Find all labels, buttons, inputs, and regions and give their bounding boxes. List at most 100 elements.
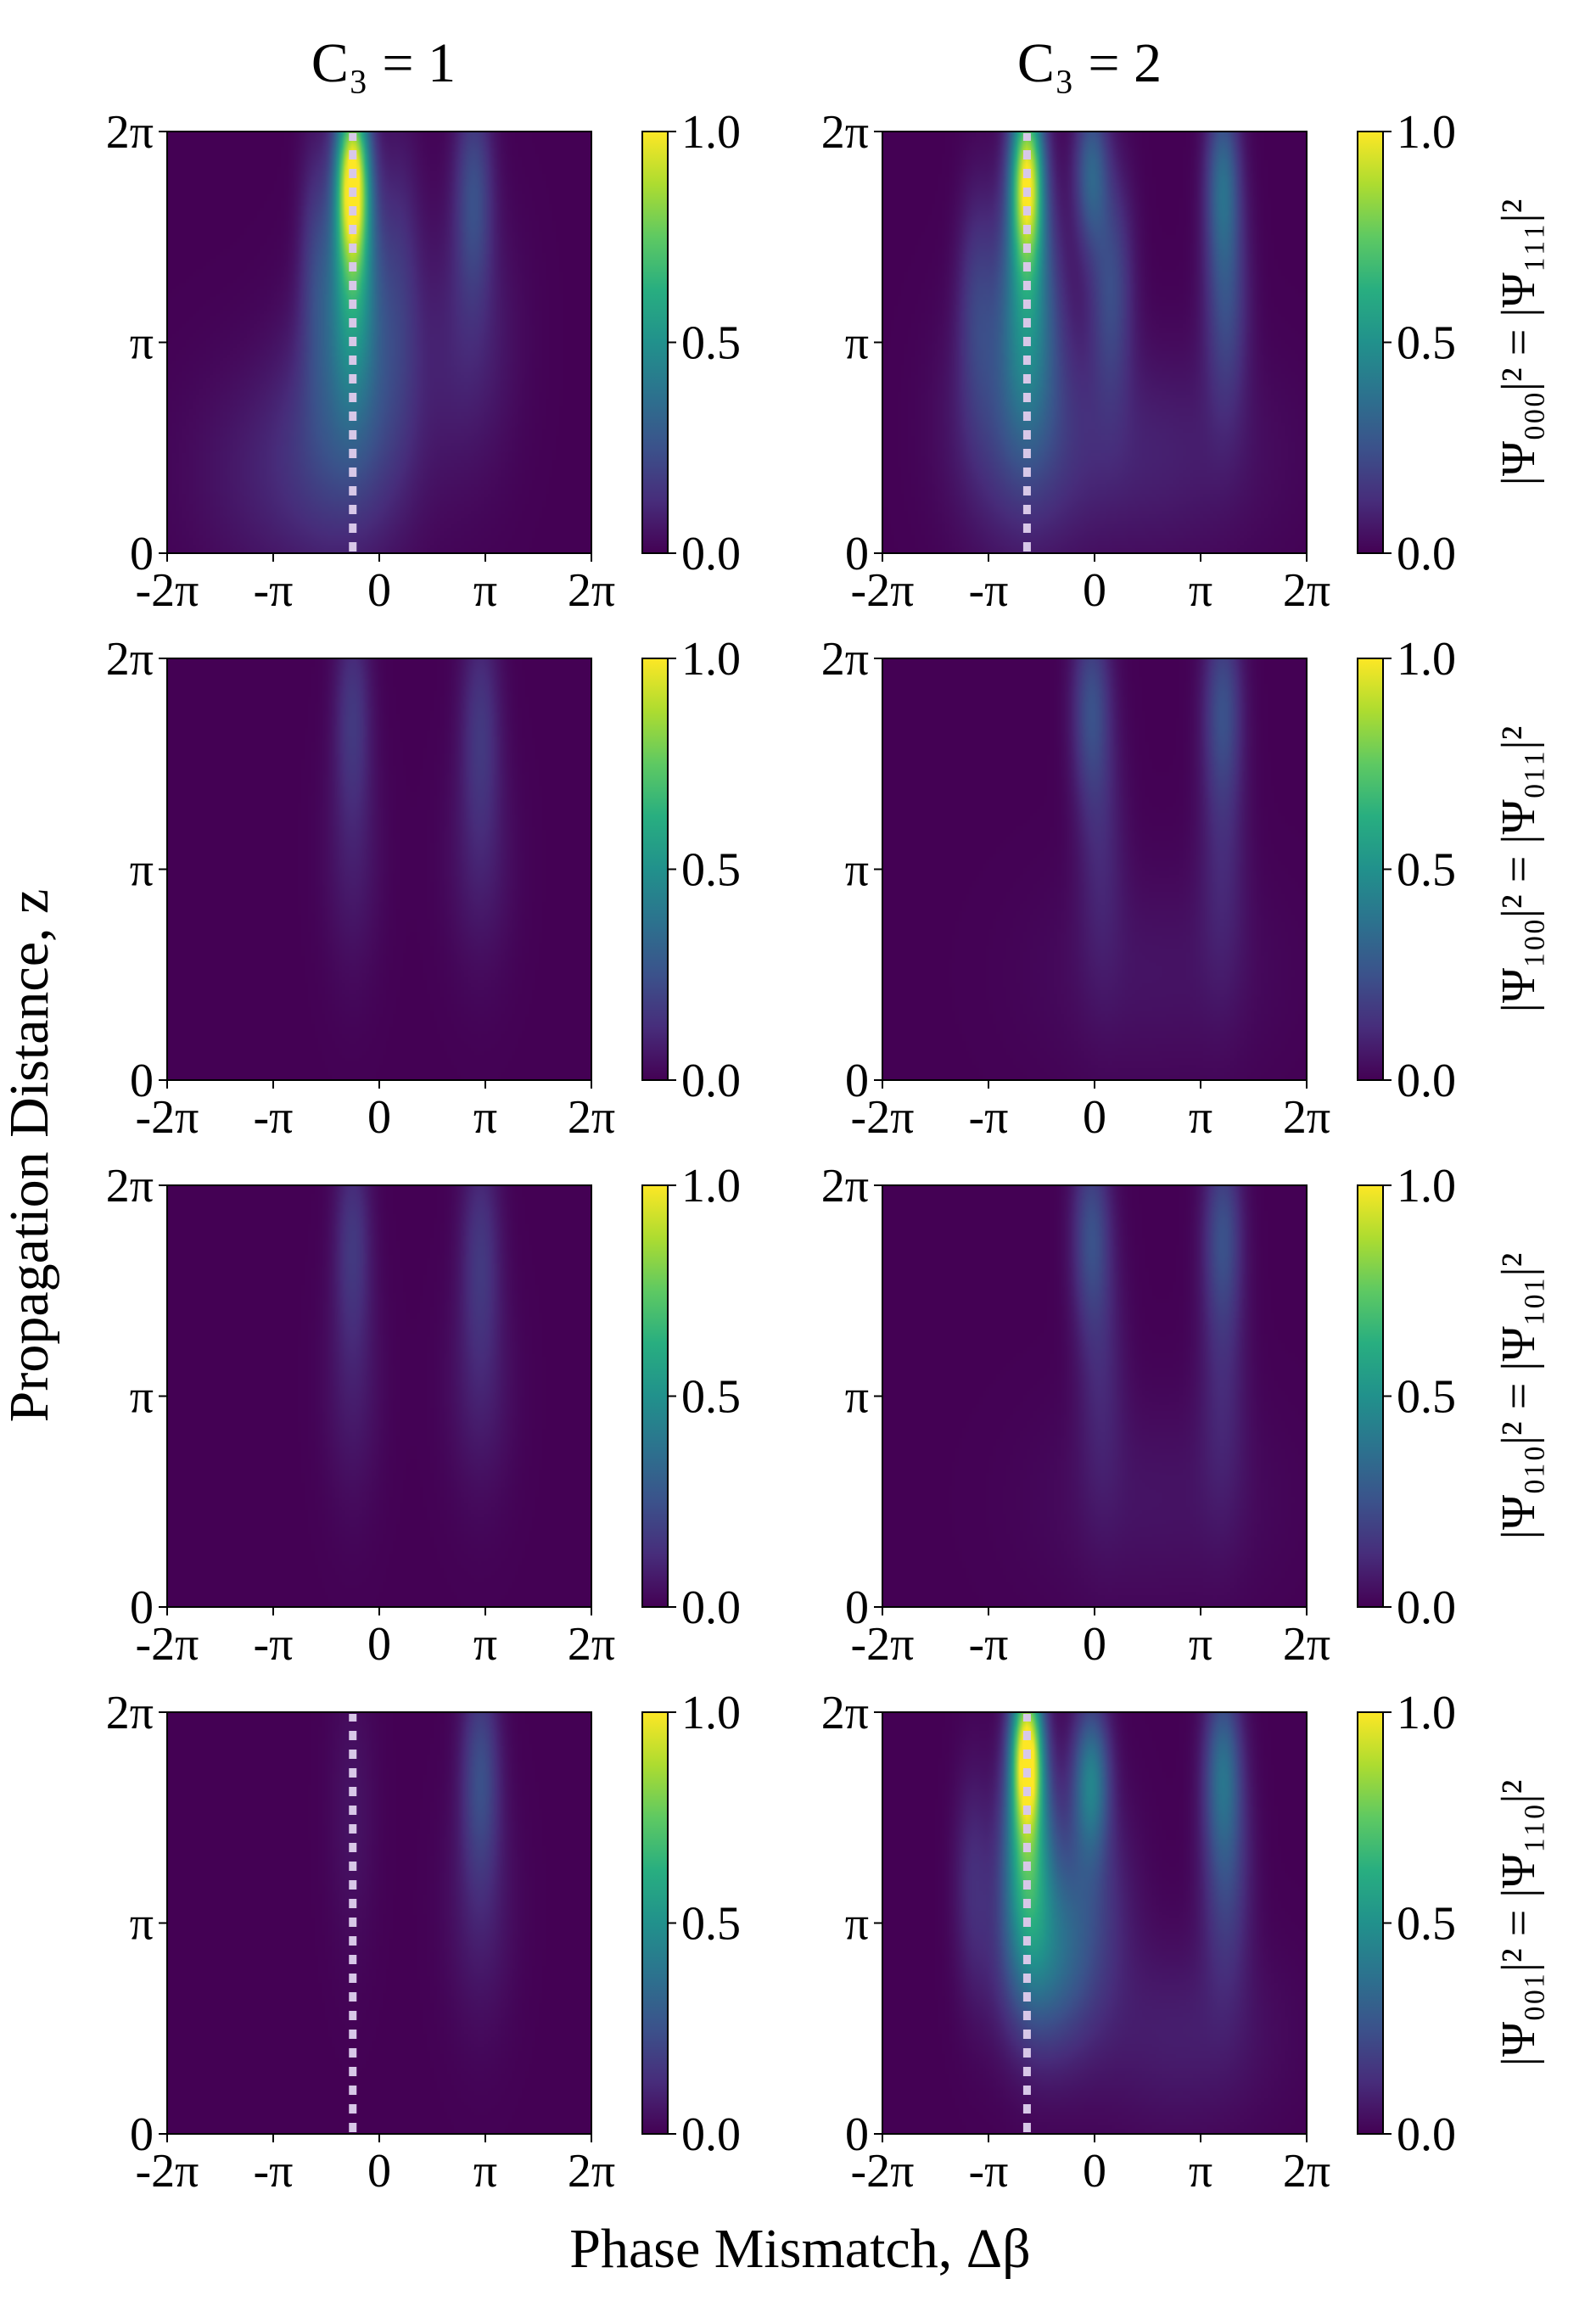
x-tick-label-r2c1-4: 2π: [1283, 1618, 1330, 1671]
colorbar-tick-label-r1c0-1: 0.5: [681, 844, 741, 897]
heatmap-panel-r2c1: -2π -π 0 π 2π 0 π 2π 0.0 0.5 1.0: [821, 1160, 1456, 1671]
x-tick-label-r2c0-2: 0: [367, 1618, 391, 1671]
y-tick-label-r2c1-1: π: [845, 1371, 869, 1424]
colorbar-tick-label-r0c1-1: 0.5: [1397, 317, 1456, 370]
x-tick-label-r1c1-4: 2π: [1283, 1091, 1330, 1144]
y-tick-label-r0c0-0: 0: [130, 528, 154, 580]
heatmap-panel-r3c0: -2π -π 0 π 2π 0 π 2π 0.0 0.5 1.0: [106, 1687, 741, 2198]
x-tick-label-r1c1-2: 0: [1083, 1091, 1106, 1144]
x-tick-label-r3c1-0: -2π: [851, 2145, 915, 2198]
y-tick-label-r1c0-1: π: [130, 844, 154, 897]
y-tick-label-r1c1-1: π: [845, 844, 869, 897]
x-tick-label-r1c0-3: π: [473, 1091, 497, 1144]
x-tick-label-r2c1-3: π: [1189, 1618, 1212, 1671]
y-tick-label-r2c1-2: 2π: [821, 1160, 869, 1212]
x-tick-label-r2c0-4: 2π: [568, 1618, 615, 1671]
x-tick-label-r0c1-2: 0: [1083, 564, 1106, 617]
y-tick-label-r0c1-2: 2π: [821, 106, 869, 159]
colorbar-tick-label-r2c1-2: 1.0: [1397, 1160, 1456, 1212]
colorbar-tick-label-r1c0-2: 1.0: [681, 633, 741, 686]
colorbar-r3c1: [1357, 1711, 1384, 2135]
x-tick-label-r3c0-1: -π: [254, 2145, 294, 2198]
panel-group: -2π -π 0 π 2π 0 π 2π 0.0 0.5 1.0 -2π -π 0 π 2π 0 π 2π 0.0 0.…: [106, 106, 1545, 2198]
x-tick-label-r1c0-1: -π: [254, 1091, 294, 1144]
colorbar-r2c0: [641, 1184, 669, 1608]
x-tick-label-r3c1-4: 2π: [1283, 2145, 1330, 2198]
x-tick-label-r3c1-3: π: [1189, 2145, 1212, 2198]
x-tick-label-r0c1-4: 2π: [1283, 564, 1330, 617]
colorbar-tick-label-r1c0-0: 0.0: [681, 1055, 741, 1107]
x-tick-label-r2c0-3: π: [473, 1618, 497, 1671]
colorbar-r2c1: [1357, 1184, 1384, 1608]
colorbar-label-row-3: |Ψ₀₀₁|² = |Ψ₁₁₀|²: [1492, 1780, 1545, 2067]
colorbar-tick-label-r2c0-2: 1.0: [681, 1160, 741, 1212]
colorbar-tick-label-r0c1-2: 1.0: [1397, 106, 1456, 159]
heatmap-panel-r0c1: -2π -π 0 π 2π 0 π 2π 0.0 0.5 1.0: [821, 106, 1456, 617]
colorbar-tick-label-r2c0-0: 0.0: [681, 1582, 741, 1634]
colorbar-tick-label-r3c0-1: 0.5: [681, 1898, 741, 1951]
colorbar-tick-label-r3c1-1: 0.5: [1397, 1898, 1456, 1951]
heatmap-image-r0c0: [167, 132, 591, 553]
colorbar-label-row-0: |Ψ₀₀₀|² = |Ψ₁₁₁|²: [1492, 199, 1545, 486]
x-tick-label-r0c0-0: -2π: [136, 564, 199, 617]
colorbar-r0c1: [1357, 131, 1384, 554]
x-tick-label-r0c1-1: -π: [969, 564, 1009, 617]
column-title-1: C₃ = 1: [311, 32, 456, 94]
y-tick-label-r3c1-2: 2π: [821, 1687, 869, 1739]
y-tick-label-r1c1-2: 2π: [821, 633, 869, 686]
x-tick-label-r3c0-4: 2π: [568, 2145, 615, 2198]
x-tick-label-r0c0-2: 0: [367, 564, 391, 617]
heatmap-image-r2c1: [882, 1185, 1307, 1607]
heatmap-image-r0c1: [882, 132, 1307, 553]
colorbar-r0c0: [641, 131, 669, 554]
y-tick-label-r0c1-1: π: [845, 317, 869, 370]
colorbar-r3c0: [641, 1711, 669, 2135]
x-tick-label-r3c1-1: -π: [969, 2145, 1009, 2198]
x-tick-label-r0c0-3: π: [473, 564, 497, 617]
heatmap-panel-r3c1: -2π -π 0 π 2π 0 π 2π 0.0 0.5 1.0: [821, 1687, 1456, 2198]
colorbar-label-row-1: |Ψ₁₀₀|² = |Ψ₀₁₁|²: [1492, 726, 1545, 1013]
y-tick-label-r1c0-2: 2π: [106, 633, 154, 686]
x-tick-label-r1c0-2: 0: [367, 1091, 391, 1144]
colorbar-r1c1: [1357, 658, 1384, 1081]
x-axis-label: Phase Mismatch, Δβ: [569, 2218, 1030, 2280]
x-tick-label-r2c1-0: -2π: [851, 1618, 915, 1671]
y-tick-label-r1c1-0: 0: [845, 1055, 869, 1107]
x-tick-label-r0c0-4: 2π: [568, 564, 615, 617]
heatmap-image-r2c0: [167, 1185, 591, 1607]
column-title-2: C₃ = 2: [1017, 32, 1162, 94]
heatmap-image-r1c1: [882, 658, 1307, 1080]
x-tick-label-r2c1-2: 0: [1083, 1618, 1106, 1671]
x-tick-label-r3c0-3: π: [473, 2145, 497, 2198]
heatmap-image-r1c0: [167, 658, 591, 1080]
y-tick-label-r0c1-0: 0: [845, 528, 869, 580]
colorbar-tick-label-r0c0-1: 0.5: [681, 317, 741, 370]
y-tick-label-r3c1-0: 0: [845, 2108, 869, 2161]
heatmap-panel-r1c0: -2π -π 0 π 2π 0 π 2π 0.0 0.5 1.0: [106, 633, 741, 1144]
y-tick-label-r3c0-0: 0: [130, 2108, 154, 2161]
x-tick-label-r3c0-2: 0: [367, 2145, 391, 2198]
y-tick-label-r2c0-1: π: [130, 1371, 154, 1424]
x-tick-label-r1c0-4: 2π: [568, 1091, 615, 1144]
colorbar-tick-label-r3c1-0: 0.0: [1397, 2108, 1456, 2161]
colorbar-tick-label-r3c1-2: 1.0: [1397, 1687, 1456, 1739]
x-tick-label-r1c1-3: π: [1189, 1091, 1212, 1144]
y-tick-label-r2c0-0: 0: [130, 1582, 154, 1634]
colorbar-tick-label-r3c0-0: 0.0: [681, 2108, 741, 2161]
colorbar-tick-label-r1c1-1: 0.5: [1397, 844, 1456, 897]
colorbar-tick-label-r2c0-1: 0.5: [681, 1371, 741, 1424]
x-tick-label-r2c0-0: -2π: [136, 1618, 199, 1671]
colorbar-tick-label-r1c1-2: 1.0: [1397, 633, 1456, 686]
heatmap-panel-r0c0: -2π -π 0 π 2π 0 π 2π 0.0 0.5 1.0: [106, 106, 741, 617]
y-tick-label-r1c0-0: 0: [130, 1055, 154, 1107]
colorbar-tick-label-r0c0-2: 1.0: [681, 106, 741, 159]
y-tick-label-r0c0-1: π: [130, 317, 154, 370]
y-tick-label-r3c0-1: π: [130, 1898, 154, 1951]
colorbar-r1c0: [641, 658, 669, 1081]
x-tick-label-r0c0-1: -π: [254, 564, 294, 617]
x-tick-label-r1c1-0: -2π: [851, 1091, 915, 1144]
y-tick-label-r0c0-2: 2π: [106, 106, 154, 159]
y-tick-label-r3c0-2: 2π: [106, 1687, 154, 1739]
x-tick-label-r3c1-2: 0: [1083, 2145, 1106, 2198]
